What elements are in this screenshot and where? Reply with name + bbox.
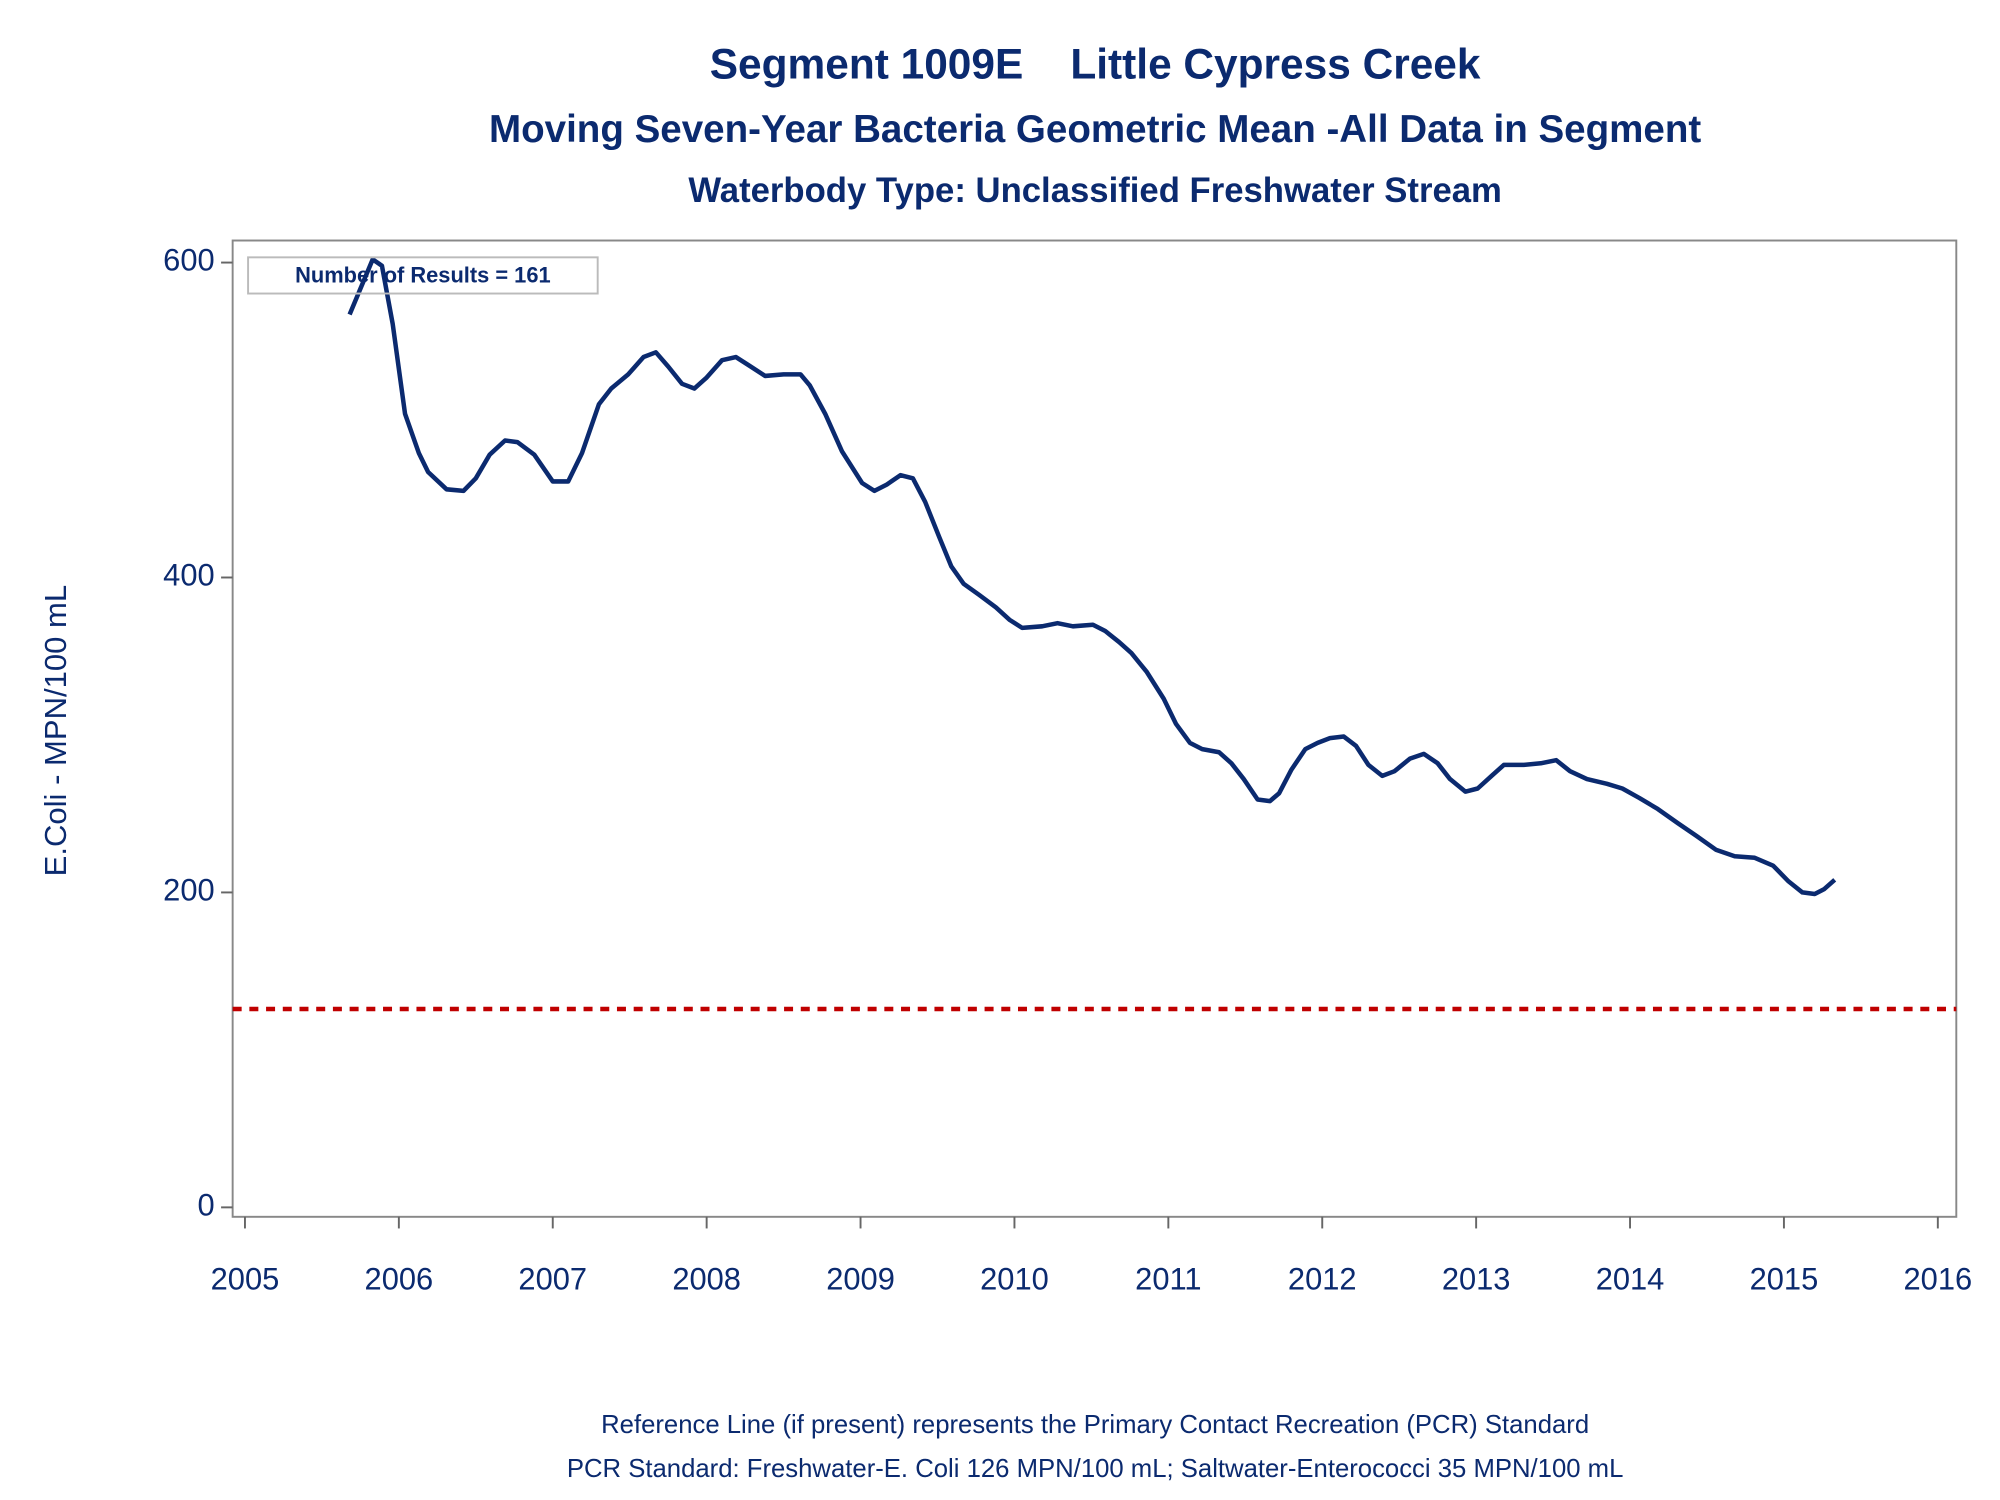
chart-subtitle: Waterbody Type: Unclassified Freshwater …	[688, 171, 1502, 210]
footnote: PCR Standard: Freshwater-E. Coli 126 MPN…	[567, 1455, 1623, 1483]
x-tick-label: 2005	[211, 1262, 280, 1297]
chart-title: Segment 1009E Little Cypress Creek	[710, 40, 1481, 88]
y-tick-label: 600	[163, 243, 214, 278]
y-axis-label: E.Coli - MPN/100 mL	[38, 585, 73, 876]
footnote: Reference Line (if present) represents t…	[601, 1411, 1589, 1439]
x-tick-label: 2014	[1596, 1262, 1665, 1297]
data-line	[347, 257, 1837, 897]
x-tick-label: 2009	[826, 1262, 895, 1297]
x-tick-label: 2007	[518, 1262, 587, 1297]
annotation-box	[247, 256, 599, 295]
x-tick-label: 2015	[1750, 1262, 1819, 1297]
plot-frame	[231, 239, 1958, 1218]
x-tick-label: 2010	[980, 1262, 1049, 1297]
y-tick-label: 0	[197, 1187, 214, 1222]
annotation: Number of Results = 161	[295, 262, 550, 287]
x-tick-label: 2006	[365, 1262, 434, 1297]
x-tick-label: 2013	[1442, 1262, 1511, 1297]
chart-subtitle: Moving Seven-Year Bacteria Geometric Mea…	[489, 108, 1701, 151]
x-tick-label: 2016	[1904, 1262, 1973, 1297]
x-tick-label: 2012	[1288, 1262, 1357, 1297]
y-tick-label: 200	[163, 873, 214, 908]
x-tick-label: 2008	[672, 1262, 741, 1297]
x-tick-label: 2011	[1135, 1262, 1201, 1297]
y-tick-label: 400	[163, 558, 214, 593]
